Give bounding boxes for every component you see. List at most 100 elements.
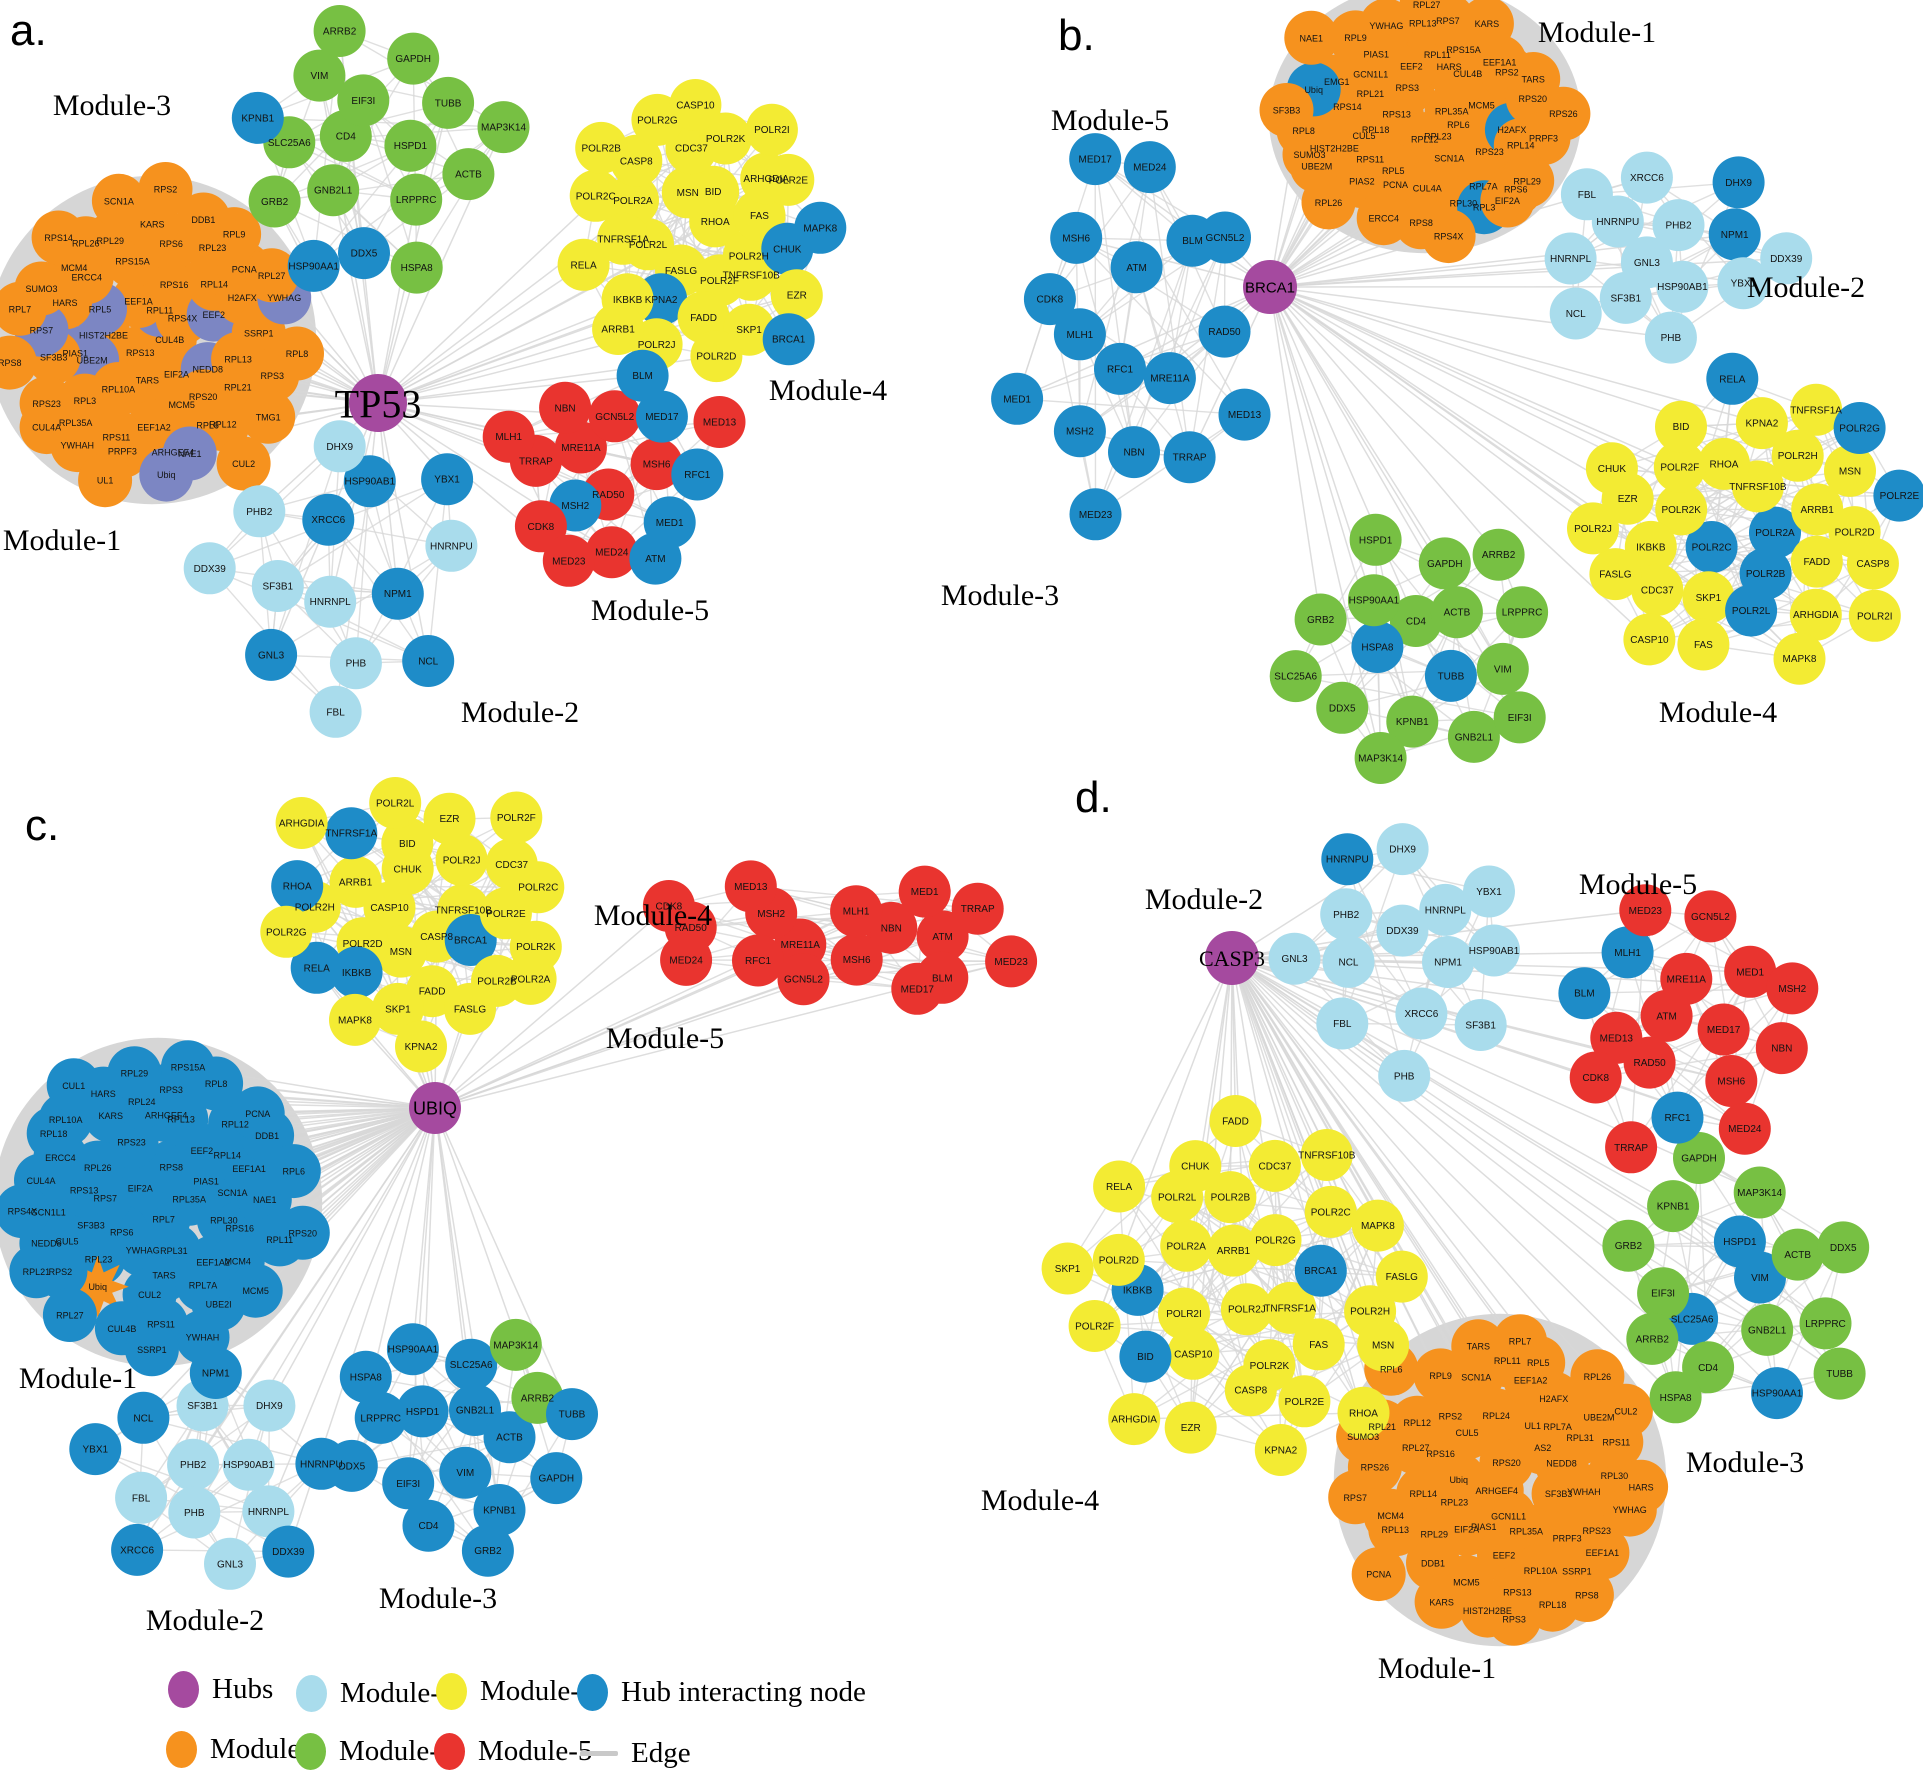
- node-XRCC6: [111, 1523, 164, 1576]
- node-MED17: [891, 962, 944, 1015]
- node-RFC1: [1094, 342, 1146, 395]
- node-POLR2G: [260, 905, 313, 958]
- node-XRCC6: [302, 493, 355, 546]
- node-MED13: [1590, 1011, 1643, 1064]
- hub-label-TP53: TP53: [335, 381, 422, 426]
- node-TRRAP: [1605, 1121, 1658, 1174]
- module-label-a-Module-4: Module-4: [769, 374, 887, 407]
- hub-edge: [1269, 286, 1500, 556]
- module-label-c-Module-3: Module-3: [379, 1582, 497, 1615]
- node-BID: [381, 817, 434, 870]
- node-HSP90AB1: [343, 455, 396, 508]
- hub-edge: [1231, 957, 1709, 1368]
- node-ARHGDIA: [275, 797, 328, 849]
- node-BID: [1655, 400, 1707, 453]
- node-ERCC4: [1356, 191, 1411, 246]
- hub-edge: [1231, 957, 1477, 1378]
- node-POLR2E: [1278, 1375, 1331, 1428]
- node-SCN1A: [91, 173, 146, 228]
- node-POLR2G: [1249, 1214, 1302, 1267]
- node-CDK8: [1023, 273, 1076, 326]
- edge: [136, 1463, 322, 1551]
- hub-edge: [1269, 286, 1322, 620]
- node-HARS: [1614, 1459, 1669, 1514]
- node-CHUK: [1169, 1140, 1222, 1193]
- node-HNRNPL: [242, 1485, 295, 1538]
- node-ATM: [629, 532, 682, 585]
- edge: [1075, 237, 1135, 453]
- node-VIM: [1476, 642, 1529, 695]
- node-FADD: [1209, 1095, 1262, 1147]
- node-KPNB1: [231, 91, 284, 144]
- node-CUL4A: [19, 400, 74, 455]
- node-RHOA: [271, 860, 324, 913]
- node-POLR2J: [1220, 1283, 1273, 1336]
- node-MLH1: [830, 885, 883, 938]
- node-MLH1: [1053, 308, 1106, 361]
- edge: [1017, 398, 1245, 416]
- node-NPM1: [1422, 936, 1474, 988]
- node-XRCC6: [1620, 151, 1673, 204]
- node-ARHGDIA: [1108, 1393, 1161, 1446]
- node-DHX9: [1376, 823, 1429, 876]
- hub-edge: [1231, 929, 1403, 959]
- node-BLM: [616, 349, 669, 402]
- node-POLR2C: [1685, 521, 1738, 573]
- node-GCN5L2: [777, 953, 830, 1006]
- node-CUL1: [46, 1058, 101, 1113]
- node-GRB2: [1602, 1219, 1655, 1272]
- node-POLR2A: [1749, 506, 1801, 559]
- node-HNRNPL: [304, 575, 357, 628]
- edge: [1630, 971, 1751, 1148]
- node-MLH1: [482, 410, 535, 463]
- edge: [259, 510, 452, 547]
- node-RPL21: [9, 1244, 64, 1299]
- hub-node-BRCA1: [1243, 260, 1297, 314]
- hub-label-UBIQ: UBIQ: [413, 1098, 457, 1118]
- node-NPM1: [189, 1347, 242, 1399]
- hub-edge: [377, 402, 429, 662]
- node-SLC25A6: [445, 1338, 498, 1391]
- node-DDX39: [262, 1525, 315, 1578]
- node-SKP1: [1682, 571, 1735, 624]
- node-DDX5: [325, 1439, 378, 1492]
- node-RAD50: [1198, 305, 1251, 358]
- node-MED24: [1123, 141, 1176, 194]
- edge: [668, 890, 925, 907]
- module-label-b-Module-2: Module-2: [1747, 271, 1865, 304]
- node-NCL: [1549, 287, 1602, 340]
- node-RPL7: [0, 281, 47, 336]
- hub-edge: [1231, 957, 1598, 1377]
- hub-edge: [1118, 957, 1233, 1187]
- node-NBN: [1755, 1022, 1808, 1075]
- node-SF3B1: [251, 560, 304, 612]
- hub-edge: [434, 905, 670, 1109]
- node-KPNB1: [473, 1484, 526, 1536]
- node-YWHAG: [1359, 0, 1414, 53]
- hub-edge: [1188, 286, 1271, 458]
- node-SF3B3: [1259, 83, 1314, 137]
- hub-edge: [1229, 957, 1233, 1198]
- node-CASP10: [1167, 1327, 1220, 1380]
- node-SKP1: [371, 982, 424, 1035]
- node-PHB2: [1652, 199, 1705, 252]
- edge: [1274, 1165, 1371, 1312]
- node-GNL3: [245, 628, 298, 681]
- node-ACTB: [1771, 1228, 1824, 1281]
- hub-edge: [266, 1107, 436, 1137]
- node-RPS2: [138, 162, 193, 216]
- node-DDX5: [338, 227, 390, 280]
- node-CASP8: [1846, 537, 1899, 590]
- node-PCNA: [1351, 1547, 1406, 1602]
- hub-edge: [1231, 957, 1371, 1312]
- node-EZR: [770, 269, 823, 322]
- edge: [1133, 240, 1194, 453]
- module-label-a-Module-5: Module-5: [591, 594, 709, 627]
- node-POLR2J: [435, 833, 488, 886]
- node-ARRB1: [1207, 1224, 1260, 1277]
- node-Ubiq: [139, 447, 194, 502]
- node-CASP8: [1224, 1364, 1277, 1417]
- hub-edge: [412, 1107, 436, 1350]
- node-RELA: [557, 238, 610, 291]
